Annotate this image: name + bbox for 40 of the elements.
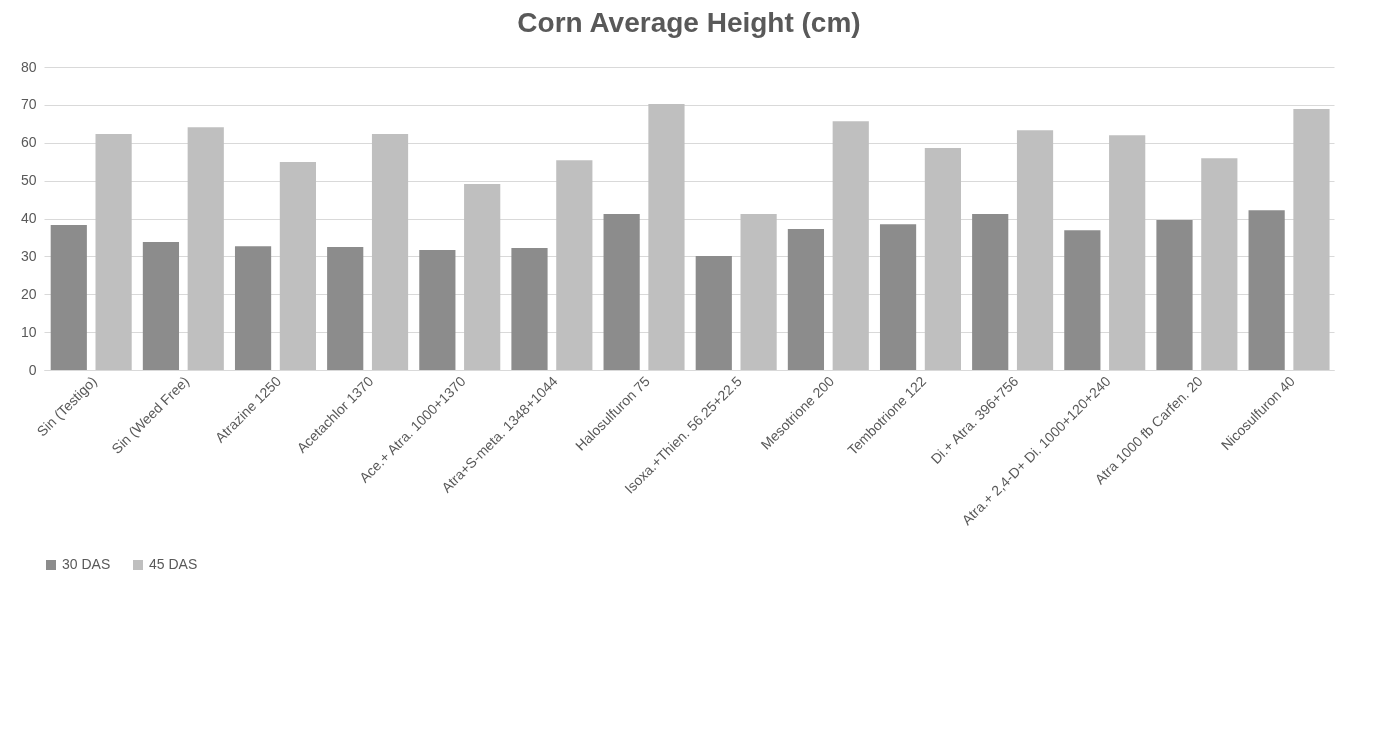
- bar: [740, 213, 777, 370]
- bar: [1201, 158, 1238, 370]
- bar: [95, 134, 132, 370]
- bar: [1016, 130, 1054, 370]
- legend-label: 30 DAS: [62, 556, 111, 572]
- y-tick-label: 60: [20, 134, 37, 151]
- chart-title: Corn Average Height (cm): [517, 7, 861, 38]
- bar: [464, 184, 501, 370]
- bar: [787, 229, 825, 370]
- legend-label: 45 DAS: [149, 556, 198, 572]
- y-tick-label: 0: [28, 361, 37, 378]
- bar: [371, 134, 409, 370]
- y-tick-label: 40: [20, 210, 37, 226]
- bar: [1064, 230, 1101, 370]
- bar: [142, 241, 180, 370]
- bar: [1248, 210, 1285, 370]
- bar: [327, 246, 364, 370]
- bar: [187, 127, 224, 370]
- bar: [279, 162, 316, 370]
- bar: [50, 224, 87, 370]
- y-tick-label: 80: [20, 58, 37, 75]
- bar: [556, 160, 593, 370]
- bar: [1156, 220, 1193, 370]
- bar: [511, 248, 548, 370]
- bar: [1293, 109, 1330, 370]
- bar: [603, 213, 640, 370]
- bar: [648, 104, 685, 370]
- y-tick-label: 30: [20, 247, 37, 264]
- bar: [972, 213, 1009, 370]
- bar: [1109, 135, 1146, 370]
- bar: [832, 121, 869, 370]
- bar: [695, 256, 732, 370]
- bar: [234, 246, 272, 370]
- bar: [924, 148, 961, 370]
- y-tick-label: 50: [20, 172, 37, 189]
- bar: [419, 249, 456, 370]
- y-tick-label: 70: [20, 96, 37, 113]
- bar: [879, 224, 917, 370]
- y-tick-label: 20: [20, 285, 37, 302]
- y-tick-label: 10: [20, 323, 37, 340]
